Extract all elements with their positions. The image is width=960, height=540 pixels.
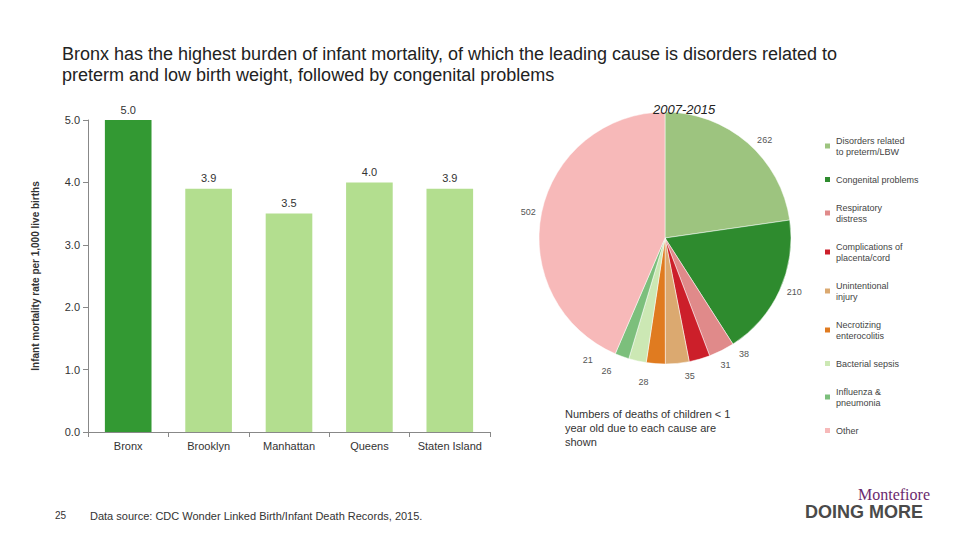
svg-text:pneumonia: pneumonia [836, 398, 881, 408]
svg-text:Bronx has the highest burden o: Bronx has the highest burden of infant m… [62, 44, 842, 64]
svg-text:262: 262 [757, 135, 772, 145]
svg-text:5.0: 5.0 [65, 114, 80, 126]
svg-text:2007-2015: 2007-2015 [652, 102, 716, 117]
svg-text:35: 35 [685, 371, 695, 381]
svg-text:1.0: 1.0 [65, 364, 80, 376]
svg-text:DOING MORE: DOING MORE [805, 502, 923, 522]
svg-text:5.0: 5.0 [121, 104, 136, 116]
svg-text:Staten Island: Staten Island [418, 440, 482, 452]
svg-text:502: 502 [521, 207, 536, 217]
svg-text:3.5: 3.5 [281, 197, 296, 209]
svg-text:Influenza &: Influenza & [836, 387, 884, 397]
svg-text:Complications of: Complications of [836, 242, 905, 252]
svg-text:3.9: 3.9 [442, 172, 457, 184]
svg-text:2.0: 2.0 [65, 301, 80, 313]
svg-text:Bacterial sepsis: Bacterial sepsis [836, 359, 900, 369]
svg-text:Manhattan: Manhattan [263, 440, 315, 452]
svg-text:injury: injury [836, 292, 858, 302]
svg-text:21: 21 [583, 355, 593, 365]
svg-text:4.0: 4.0 [362, 166, 377, 178]
svg-text:Other: Other [836, 426, 859, 436]
svg-text:Data source: CDC Wonder Linked: Data source: CDC Wonder Linked Birth/Inf… [90, 510, 422, 522]
svg-text:3.9: 3.9 [201, 172, 216, 184]
svg-text:year old due to each cause are: year old due to each cause are [565, 422, 719, 434]
svg-text:28: 28 [638, 377, 648, 387]
svg-text:Congenital problems: Congenital problems [836, 175, 919, 185]
svg-text:Necrotizing: Necrotizing [836, 320, 884, 330]
svg-text:3.0: 3.0 [65, 239, 80, 251]
svg-text:distress: distress [836, 214, 868, 224]
svg-text:38: 38 [739, 349, 749, 359]
svg-text:to preterm/LBW: to preterm/LBW [836, 147, 900, 157]
svg-text:shown: shown [565, 436, 597, 448]
svg-text:enterocolitis: enterocolitis [836, 331, 885, 341]
svg-text:4.0: 4.0 [65, 176, 80, 188]
svg-text:Infant mortality rate per 1,00: Infant mortality rate per 1,000 live bir… [30, 181, 41, 371]
svg-text:Brooklyn: Brooklyn [187, 440, 230, 452]
svg-text:Queens: Queens [350, 440, 389, 452]
svg-text:preterm and low birth weight,: preterm and low birth weight, followed b… [62, 65, 554, 85]
svg-text:Respiratory: Respiratory [836, 203, 885, 213]
svg-text:210: 210 [787, 287, 802, 297]
svg-text:placenta/cord: placenta/cord [836, 253, 890, 263]
svg-text:31: 31 [720, 360, 730, 370]
svg-text:25: 25 [55, 510, 67, 521]
svg-text:26: 26 [601, 366, 611, 376]
svg-text:Unintentional: Unintentional [836, 281, 891, 291]
svg-text:Bronx: Bronx [114, 440, 143, 452]
svg-text:Numbers of deaths of children: Numbers of deaths of children < 1 [565, 408, 733, 420]
svg-text:Montefiore: Montefiore [858, 486, 930, 503]
svg-text:0.0: 0.0 [65, 426, 80, 438]
svg-text:Disorders related: Disorders related [836, 136, 907, 146]
